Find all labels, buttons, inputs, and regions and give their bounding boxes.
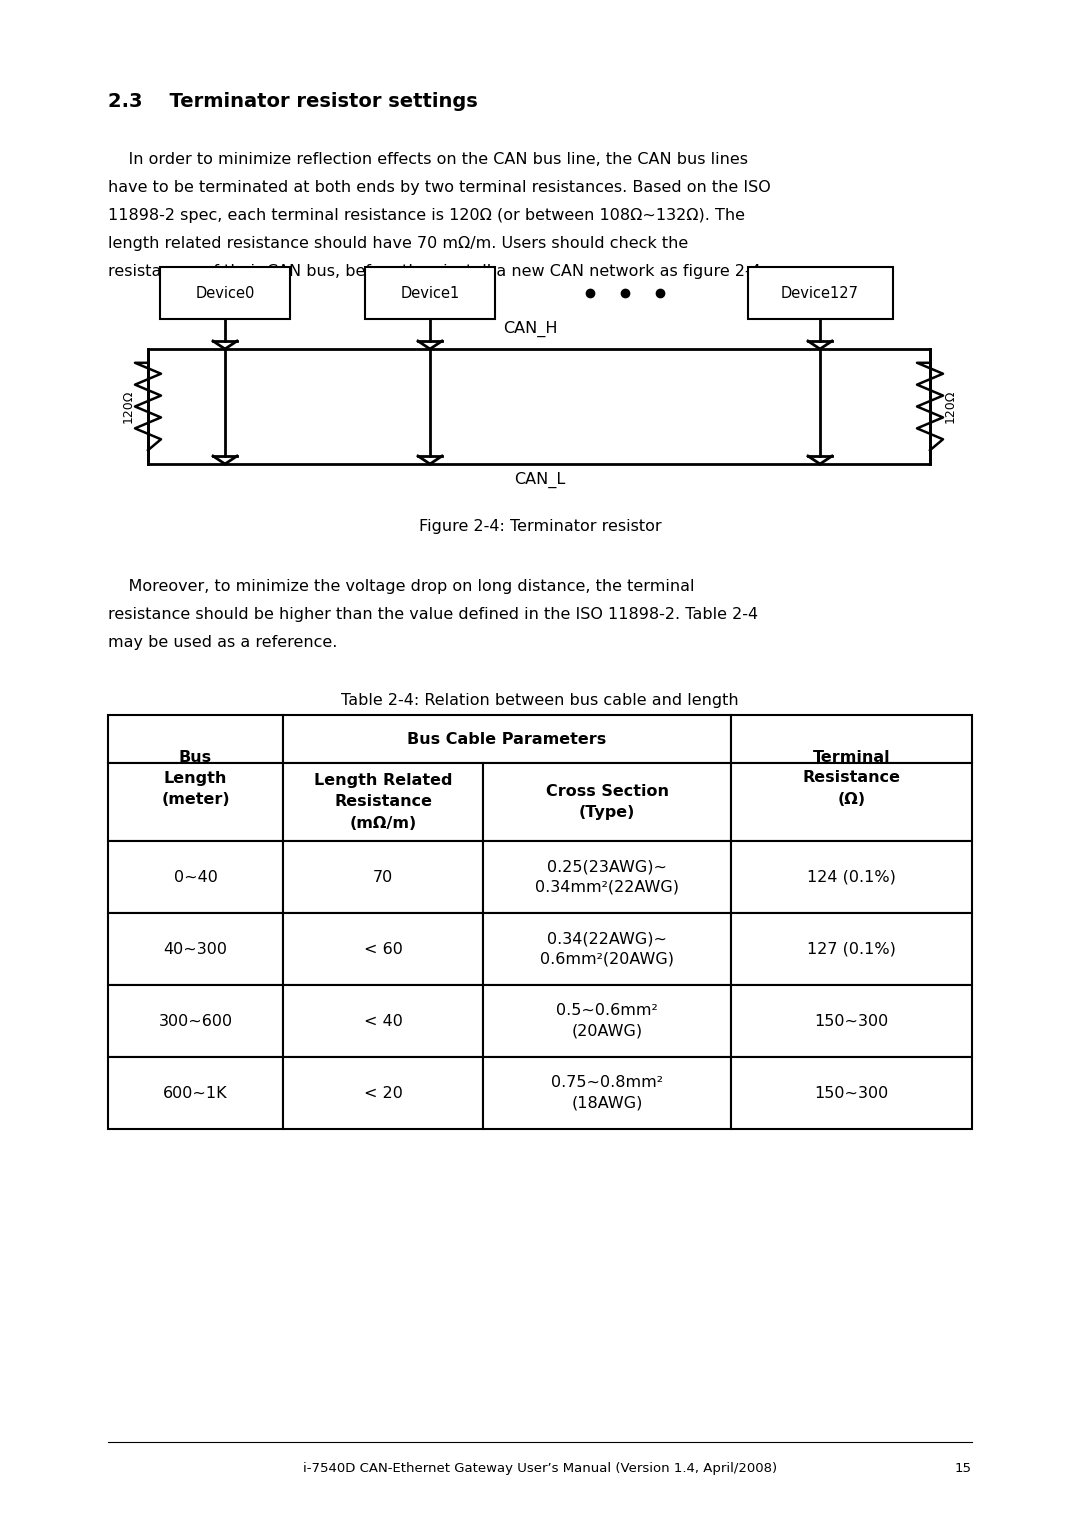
Text: < 40: < 40 — [364, 1014, 403, 1029]
Text: Moreover, to minimize the voltage drop on long distance, the terminal: Moreover, to minimize the voltage drop o… — [108, 579, 694, 594]
Bar — [731, 764, 972, 841]
Bar — [747, 267, 892, 319]
Text: 300~600: 300~600 — [159, 1014, 232, 1029]
Text: 11898-2 spec, each terminal resistance is 120Ω (or between 108Ω~132Ω). The: 11898-2 spec, each terminal resistance i… — [108, 208, 745, 223]
Bar — [108, 1057, 283, 1128]
Text: < 60: < 60 — [364, 942, 403, 956]
Bar — [483, 841, 731, 913]
Text: 600~1K: 600~1K — [163, 1086, 228, 1101]
Text: have to be terminated at both ends by two terminal resistances. Based on the ISO: have to be terminated at both ends by tw… — [108, 180, 771, 195]
Bar — [365, 267, 495, 319]
Text: Device1: Device1 — [401, 286, 460, 301]
Bar — [108, 715, 283, 764]
Bar — [731, 715, 972, 764]
Text: 0~40: 0~40 — [174, 869, 217, 884]
Bar — [283, 764, 483, 841]
Text: resistances of their CAN bus, before they install a new CAN network as figure 2-: resistances of their CAN bus, before the… — [108, 264, 766, 279]
Text: 120Ω: 120Ω — [944, 389, 957, 423]
Bar — [483, 985, 731, 1057]
Bar — [160, 267, 291, 319]
Bar — [731, 913, 972, 985]
Bar — [283, 1057, 483, 1128]
Bar — [108, 764, 283, 841]
Bar — [108, 985, 283, 1057]
Bar — [731, 1057, 972, 1128]
Text: Cross Section
(Type): Cross Section (Type) — [545, 783, 669, 820]
Bar — [108, 913, 283, 985]
Text: < 20: < 20 — [364, 1086, 403, 1101]
Text: Bus Cable Parameters: Bus Cable Parameters — [407, 731, 607, 747]
Text: CAN_H: CAN_H — [503, 321, 557, 337]
Text: CAN_L: CAN_L — [514, 472, 566, 489]
Text: 0.75~0.8mm²
(18AWG): 0.75~0.8mm² (18AWG) — [551, 1075, 663, 1112]
Bar — [283, 715, 731, 764]
Bar — [483, 913, 731, 985]
Bar — [283, 913, 483, 985]
Bar — [283, 841, 483, 913]
Text: 2.3    Terminator resistor settings: 2.3 Terminator resistor settings — [108, 92, 477, 111]
Text: 40~300: 40~300 — [163, 942, 228, 956]
Text: 120Ω: 120Ω — [121, 389, 135, 423]
Text: length related resistance should have 70 mΩ/m. Users should check the: length related resistance should have 70… — [108, 237, 688, 250]
Text: Device127: Device127 — [781, 286, 859, 301]
Bar — [731, 841, 972, 913]
Text: Table 2-4: Relation between bus cable and length: Table 2-4: Relation between bus cable an… — [341, 693, 739, 709]
Text: may be used as a reference.: may be used as a reference. — [108, 635, 337, 651]
Text: Figure 2-4: Terminator resistor: Figure 2-4: Terminator resistor — [419, 519, 661, 534]
Bar — [483, 1057, 731, 1128]
Bar — [483, 764, 731, 841]
Text: resistance should be higher than the value defined in the ISO 11898-2. Table 2-4: resistance should be higher than the val… — [108, 608, 758, 621]
Text: Device0: Device0 — [195, 286, 255, 301]
Bar — [283, 985, 483, 1057]
Text: In order to minimize reflection effects on the CAN bus line, the CAN bus lines: In order to minimize reflection effects … — [108, 153, 748, 166]
Bar — [108, 841, 283, 913]
Text: 127 (0.1%): 127 (0.1%) — [807, 942, 896, 956]
Text: 124 (0.1%): 124 (0.1%) — [807, 869, 896, 884]
Text: 15: 15 — [955, 1461, 972, 1475]
Text: 0.5~0.6mm²
(20AWG): 0.5~0.6mm² (20AWG) — [556, 1003, 658, 1038]
Text: Length Related
Resistance
(mΩ/m): Length Related Resistance (mΩ/m) — [314, 774, 453, 831]
Text: 70: 70 — [373, 869, 393, 884]
Text: Bus
Length
(meter): Bus Length (meter) — [161, 750, 230, 806]
Text: 150~300: 150~300 — [814, 1014, 889, 1029]
Text: 150~300: 150~300 — [814, 1086, 889, 1101]
Text: i-7540D CAN-Ethernet Gateway User’s Manual (Version 1.4, April/2008): i-7540D CAN-Ethernet Gateway User’s Manu… — [302, 1461, 778, 1475]
Text: 0.25(23AWG)~
0.34mm²(22AWG): 0.25(23AWG)~ 0.34mm²(22AWG) — [535, 860, 679, 895]
Bar — [731, 985, 972, 1057]
Text: 0.34(22AWG)~
0.6mm²(20AWG): 0.34(22AWG)~ 0.6mm²(20AWG) — [540, 931, 674, 967]
Text: Terminal
Resistance
(Ω): Terminal Resistance (Ω) — [802, 750, 901, 806]
